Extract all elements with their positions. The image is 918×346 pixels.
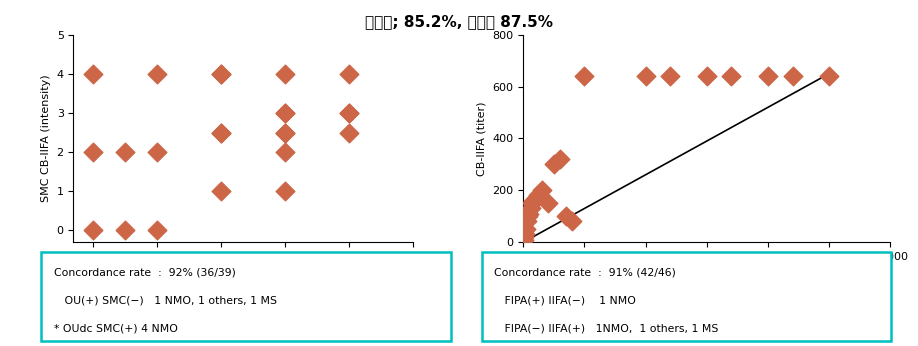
- Point: [523, 206, 538, 211]
- X-axis label: FIPA (FU): FIPA (FU): [680, 267, 733, 281]
- Point: [214, 130, 229, 135]
- Point: [526, 198, 541, 203]
- Point: [85, 71, 100, 76]
- Point: [214, 71, 229, 76]
- Point: [761, 73, 776, 79]
- Point: [277, 71, 292, 76]
- Point: [531, 193, 545, 198]
- Point: [822, 73, 836, 79]
- Point: [724, 73, 739, 79]
- Text: FIPA(+) IIFA(−)    1 NMO: FIPA(+) IIFA(−) 1 NMO: [494, 295, 636, 306]
- Point: [150, 71, 164, 76]
- Point: [214, 71, 229, 76]
- Point: [541, 201, 555, 206]
- Point: [528, 195, 543, 201]
- Point: [700, 73, 714, 79]
- Point: [214, 189, 229, 194]
- Point: [517, 237, 532, 242]
- Point: [118, 228, 132, 233]
- Y-axis label: SMC CB-IIFA (intensity): SMC CB-IIFA (intensity): [41, 75, 51, 202]
- Point: [150, 149, 164, 155]
- Point: [553, 156, 567, 162]
- Point: [663, 73, 677, 79]
- Point: [521, 213, 535, 219]
- Text: Concordance rate  :  91% (42/46): Concordance rate : 91% (42/46): [494, 267, 677, 277]
- Point: [85, 228, 100, 233]
- Point: [341, 71, 356, 76]
- Point: [150, 228, 164, 233]
- Point: [341, 130, 356, 135]
- Point: [518, 232, 532, 237]
- Point: [522, 211, 537, 217]
- Point: [565, 219, 579, 224]
- Point: [277, 110, 292, 116]
- Text: FIPA(−) IIFA(+)   1NMO,  1 others, 1 MS: FIPA(−) IIFA(+) 1NMO, 1 others, 1 MS: [494, 324, 719, 334]
- Point: [534, 188, 549, 193]
- Text: * OUdc SMC(+) 4 NMO: * OUdc SMC(+) 4 NMO: [53, 324, 177, 334]
- X-axis label: OU CB-IIFA(score): OU CB-IIFA(score): [192, 267, 295, 281]
- FancyBboxPatch shape: [482, 252, 891, 341]
- Point: [118, 149, 132, 155]
- Point: [214, 130, 229, 135]
- Text: 민감도; 85.2%, 특이도 87.5%: 민감도; 85.2%, 특이도 87.5%: [365, 14, 553, 29]
- Point: [638, 73, 653, 79]
- Text: Concordance rate  :  92% (36/39): Concordance rate : 92% (36/39): [53, 267, 236, 277]
- Point: [520, 219, 534, 224]
- Point: [559, 213, 574, 219]
- Point: [277, 110, 292, 116]
- FancyBboxPatch shape: [41, 252, 451, 341]
- Point: [517, 234, 532, 240]
- Point: [85, 149, 100, 155]
- Point: [546, 162, 561, 167]
- Y-axis label: CB-IIFA (titer): CB-IIFA (titer): [476, 101, 487, 176]
- Point: [277, 130, 292, 135]
- Point: [524, 201, 539, 206]
- Point: [277, 189, 292, 194]
- Point: [277, 149, 292, 155]
- Point: [341, 110, 356, 116]
- Text: OU(+) SMC(−)   1 NMO, 1 others, 1 MS: OU(+) SMC(−) 1 NMO, 1 others, 1 MS: [53, 295, 276, 306]
- Point: [785, 73, 800, 79]
- Point: [519, 227, 533, 232]
- Point: [577, 73, 592, 79]
- Point: [341, 110, 356, 116]
- Point: [277, 130, 292, 135]
